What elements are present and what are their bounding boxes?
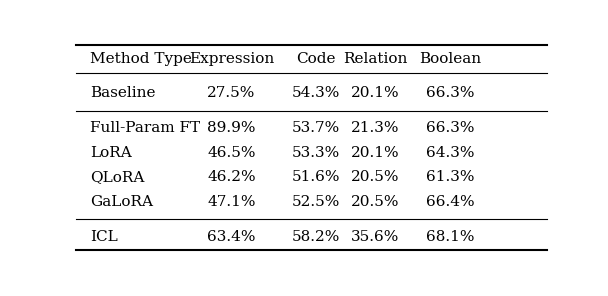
Text: 35.6%: 35.6% <box>351 230 399 244</box>
Text: 20.1%: 20.1% <box>351 86 399 100</box>
Text: 53.3%: 53.3% <box>292 146 340 160</box>
Text: 20.1%: 20.1% <box>351 146 399 160</box>
Text: 20.5%: 20.5% <box>351 170 399 184</box>
Text: 27.5%: 27.5% <box>207 86 256 100</box>
Text: Baseline: Baseline <box>90 86 156 100</box>
Text: 89.9%: 89.9% <box>207 121 256 135</box>
Text: LoRA: LoRA <box>90 146 132 160</box>
Text: 47.1%: 47.1% <box>207 195 256 209</box>
Text: 53.7%: 53.7% <box>292 121 340 135</box>
Text: 52.5%: 52.5% <box>292 195 340 209</box>
Text: Code: Code <box>297 52 336 66</box>
Text: 20.5%: 20.5% <box>351 195 399 209</box>
Text: Relation: Relation <box>343 52 407 66</box>
Text: 68.1%: 68.1% <box>426 230 475 244</box>
Text: 46.5%: 46.5% <box>207 146 256 160</box>
Text: QLoRA: QLoRA <box>90 170 145 184</box>
Text: 46.2%: 46.2% <box>207 170 256 184</box>
Text: 63.4%: 63.4% <box>207 230 256 244</box>
Text: Method Type: Method Type <box>90 52 192 66</box>
Text: 54.3%: 54.3% <box>292 86 340 100</box>
Text: 64.3%: 64.3% <box>426 146 475 160</box>
Text: 58.2%: 58.2% <box>292 230 340 244</box>
Text: 51.6%: 51.6% <box>292 170 340 184</box>
Text: Full-Param FT: Full-Param FT <box>90 121 200 135</box>
Text: 66.3%: 66.3% <box>426 121 475 135</box>
Text: Expression: Expression <box>189 52 274 66</box>
Text: 61.3%: 61.3% <box>426 170 475 184</box>
Text: 21.3%: 21.3% <box>351 121 399 135</box>
Text: 66.4%: 66.4% <box>426 195 475 209</box>
Text: 66.3%: 66.3% <box>426 86 475 100</box>
Text: GaLoRA: GaLoRA <box>90 195 153 209</box>
Text: ICL: ICL <box>90 230 118 244</box>
Text: Boolean: Boolean <box>420 52 482 66</box>
